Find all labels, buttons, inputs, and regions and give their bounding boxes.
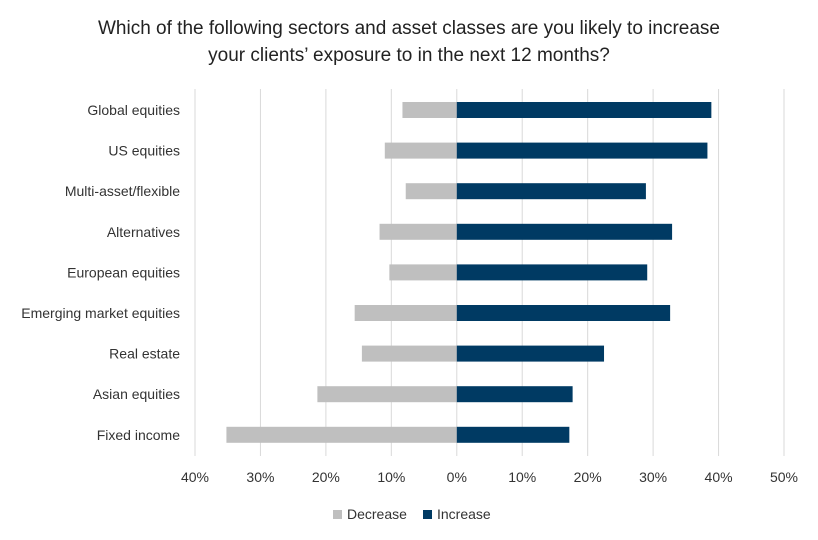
x-tick-label: 10% (508, 469, 536, 485)
increase-bar (456, 426, 570, 443)
chart-title-line-1: Which of the following sectors and asset… (98, 18, 720, 39)
x-tick-label: 0% (447, 469, 467, 485)
category-labels: Global equities US equities Multi-asset/fl… (21, 102, 180, 443)
category-label: Global equities (87, 102, 180, 118)
category-label: Fixed income (97, 427, 180, 443)
decrease-legend-swatch (333, 510, 342, 519)
increase-legend-swatch (423, 510, 432, 519)
x-tick-label: 30% (639, 469, 667, 485)
increase-bar (456, 183, 646, 200)
decrease-bar (389, 264, 457, 281)
decrease-bar (354, 305, 457, 321)
legend: Decrease Increase (333, 506, 491, 522)
increase-bar (456, 386, 573, 403)
x-tick-label: 30% (246, 469, 274, 485)
decrease-bar (317, 386, 457, 403)
category-label: US equities (108, 143, 180, 159)
decrease-bar (402, 102, 457, 118)
category-label: Real estate (109, 346, 180, 362)
category-label: Alternatives (107, 224, 180, 240)
decrease-bar (226, 426, 457, 443)
decrease-bar (361, 345, 457, 362)
increase-bar (456, 305, 671, 321)
x-tick-label: 40% (181, 469, 209, 485)
decrease-bar (384, 142, 457, 159)
increase-bar (456, 345, 605, 362)
category-label: Asian equities (93, 386, 180, 402)
increase-bar (456, 102, 712, 118)
x-tick-label: 20% (574, 469, 602, 485)
x-tick-label: 50% (770, 469, 798, 485)
x-tick-label: 20% (312, 469, 340, 485)
x-tick-label: 40% (705, 469, 733, 485)
increase-bar (456, 264, 648, 281)
increase-bar (456, 223, 673, 240)
increase-legend-label: Increase (437, 506, 491, 522)
x-tick-label: 10% (377, 469, 405, 485)
chart-title: Which of the following sectors and asset… (98, 18, 720, 66)
decrease-bar (405, 183, 457, 200)
increase-bar (456, 142, 708, 159)
category-label: Emerging market equities (21, 305, 180, 321)
category-label: European equities (67, 264, 180, 280)
chart-title-line-2: your clients’ exposure to in the next 12… (208, 45, 610, 66)
x-axis-tick-labels: 40% 30% 20% 10% 0% 10% 20% 30% 40% 50% (181, 469, 798, 485)
decrease-bar (379, 223, 457, 240)
bars (226, 102, 712, 443)
category-label: Multi-asset/flexible (65, 183, 180, 199)
decrease-legend-label: Decrease (347, 506, 407, 522)
